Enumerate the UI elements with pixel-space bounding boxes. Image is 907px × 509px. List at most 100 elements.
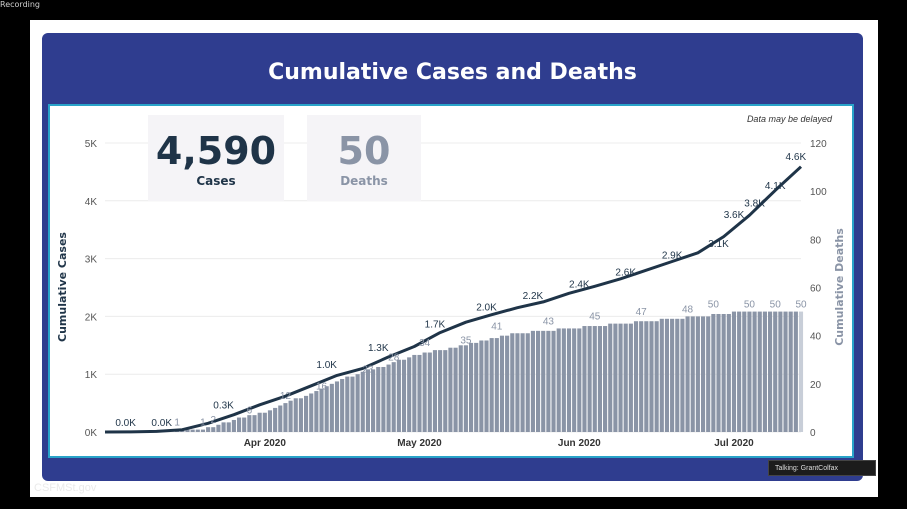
death-data-label: 1 bbox=[174, 418, 180, 429]
y-right-tick-label: 100 bbox=[810, 187, 827, 198]
death-bar bbox=[649, 321, 653, 432]
death-bar bbox=[742, 312, 746, 432]
death-bar bbox=[794, 312, 798, 432]
death-bar bbox=[670, 319, 674, 432]
death-bar bbox=[613, 324, 617, 432]
case-data-label: 2.9K bbox=[662, 250, 683, 261]
death-bar bbox=[624, 324, 628, 432]
death-bar bbox=[747, 312, 751, 432]
death-bar bbox=[319, 389, 323, 432]
death-bar bbox=[711, 314, 715, 432]
death-bar bbox=[304, 396, 308, 432]
death-bar bbox=[289, 401, 293, 432]
death-bar bbox=[665, 319, 669, 432]
death-bar bbox=[278, 406, 282, 432]
cases-deaths-chart: 0K1K2K3K4K5K020406080100120Cumulative Ca… bbox=[0, 0, 907, 509]
y-right-tick-label: 0 bbox=[810, 428, 816, 439]
death-bar bbox=[258, 413, 262, 432]
y-left-tick-label: 4K bbox=[85, 197, 98, 208]
death-bar bbox=[768, 312, 772, 432]
death-bar bbox=[675, 319, 679, 432]
death-bar bbox=[716, 314, 720, 432]
death-bar bbox=[263, 413, 267, 432]
death-bar bbox=[479, 340, 483, 432]
case-data-label: 1.3K bbox=[368, 343, 389, 354]
y-left-tick-label: 3K bbox=[85, 255, 98, 266]
death-bar bbox=[428, 353, 432, 432]
death-bar bbox=[686, 316, 690, 432]
case-data-label: 3.8K bbox=[744, 198, 765, 209]
deaths-label: Deaths bbox=[307, 174, 421, 188]
cases-count: 4,590 bbox=[148, 131, 284, 171]
case-data-label: 4.6K bbox=[786, 152, 807, 163]
death-bar bbox=[603, 326, 607, 432]
y-right-axis-title: Cumulative Deaths bbox=[833, 228, 846, 346]
death-bar bbox=[577, 328, 581, 432]
death-bar bbox=[417, 355, 421, 432]
death-bar bbox=[273, 408, 277, 432]
y-left-tick-label: 0K bbox=[85, 428, 98, 439]
death-bar bbox=[608, 324, 612, 432]
death-data-label: 50 bbox=[795, 300, 807, 311]
death-bar bbox=[655, 321, 659, 432]
death-bar bbox=[783, 312, 787, 432]
case-data-label: 0.0K bbox=[115, 418, 136, 429]
death-bar bbox=[618, 324, 622, 432]
death-bar bbox=[433, 350, 437, 432]
death-bar bbox=[381, 367, 385, 432]
death-bar bbox=[732, 312, 736, 432]
death-bar bbox=[412, 355, 416, 432]
death-bar bbox=[397, 360, 401, 432]
death-bar bbox=[191, 430, 195, 432]
death-bar bbox=[778, 312, 782, 432]
death-bar bbox=[629, 324, 633, 432]
case-data-label: 1.0K bbox=[316, 360, 337, 371]
death-bar bbox=[252, 415, 256, 432]
death-bar bbox=[222, 422, 226, 432]
death-bar bbox=[232, 420, 236, 432]
y-left-tick-label: 2K bbox=[85, 312, 98, 323]
death-data-label: 1 bbox=[200, 418, 206, 429]
death-bar bbox=[598, 326, 602, 432]
death-bar bbox=[268, 410, 272, 432]
death-bar bbox=[454, 348, 458, 432]
death-bar bbox=[371, 369, 375, 432]
death-bar bbox=[510, 333, 514, 432]
death-bar bbox=[340, 379, 344, 432]
death-bar bbox=[309, 393, 313, 432]
death-bar bbox=[386, 365, 390, 432]
death-bar bbox=[438, 350, 442, 432]
death-bar bbox=[515, 333, 519, 432]
death-bar bbox=[758, 312, 762, 432]
death-bar bbox=[789, 312, 793, 432]
death-bar bbox=[314, 391, 318, 432]
death-bar bbox=[495, 338, 499, 432]
death-bar bbox=[567, 328, 571, 432]
death-data-label: 45 bbox=[589, 312, 601, 323]
death-data-label: 43 bbox=[543, 316, 555, 327]
death-bar bbox=[407, 357, 411, 432]
death-bar bbox=[366, 369, 370, 432]
death-bar bbox=[299, 398, 303, 432]
x-tick-label: May 2020 bbox=[397, 438, 442, 449]
y-right-tick-label: 20 bbox=[810, 380, 822, 391]
death-bar bbox=[356, 374, 360, 432]
death-data-label: 6 bbox=[247, 406, 253, 417]
death-bar bbox=[402, 360, 406, 432]
case-data-label: 0.0K bbox=[151, 418, 172, 429]
death-bar bbox=[345, 377, 349, 432]
deaths-kpi-card: 50 Deaths bbox=[307, 115, 421, 201]
death-bar bbox=[361, 372, 365, 432]
death-bar bbox=[330, 384, 334, 432]
death-bar bbox=[325, 386, 329, 432]
death-bar bbox=[541, 331, 545, 432]
watermark-text: CSFMSt.gov bbox=[34, 482, 96, 494]
death-bar bbox=[691, 316, 695, 432]
death-bar bbox=[459, 345, 463, 432]
death-bar bbox=[211, 427, 215, 432]
death-bar bbox=[763, 312, 767, 432]
death-bar bbox=[469, 343, 473, 432]
death-bar bbox=[680, 319, 684, 432]
death-bar bbox=[701, 316, 705, 432]
death-data-label: 23 bbox=[362, 365, 374, 376]
